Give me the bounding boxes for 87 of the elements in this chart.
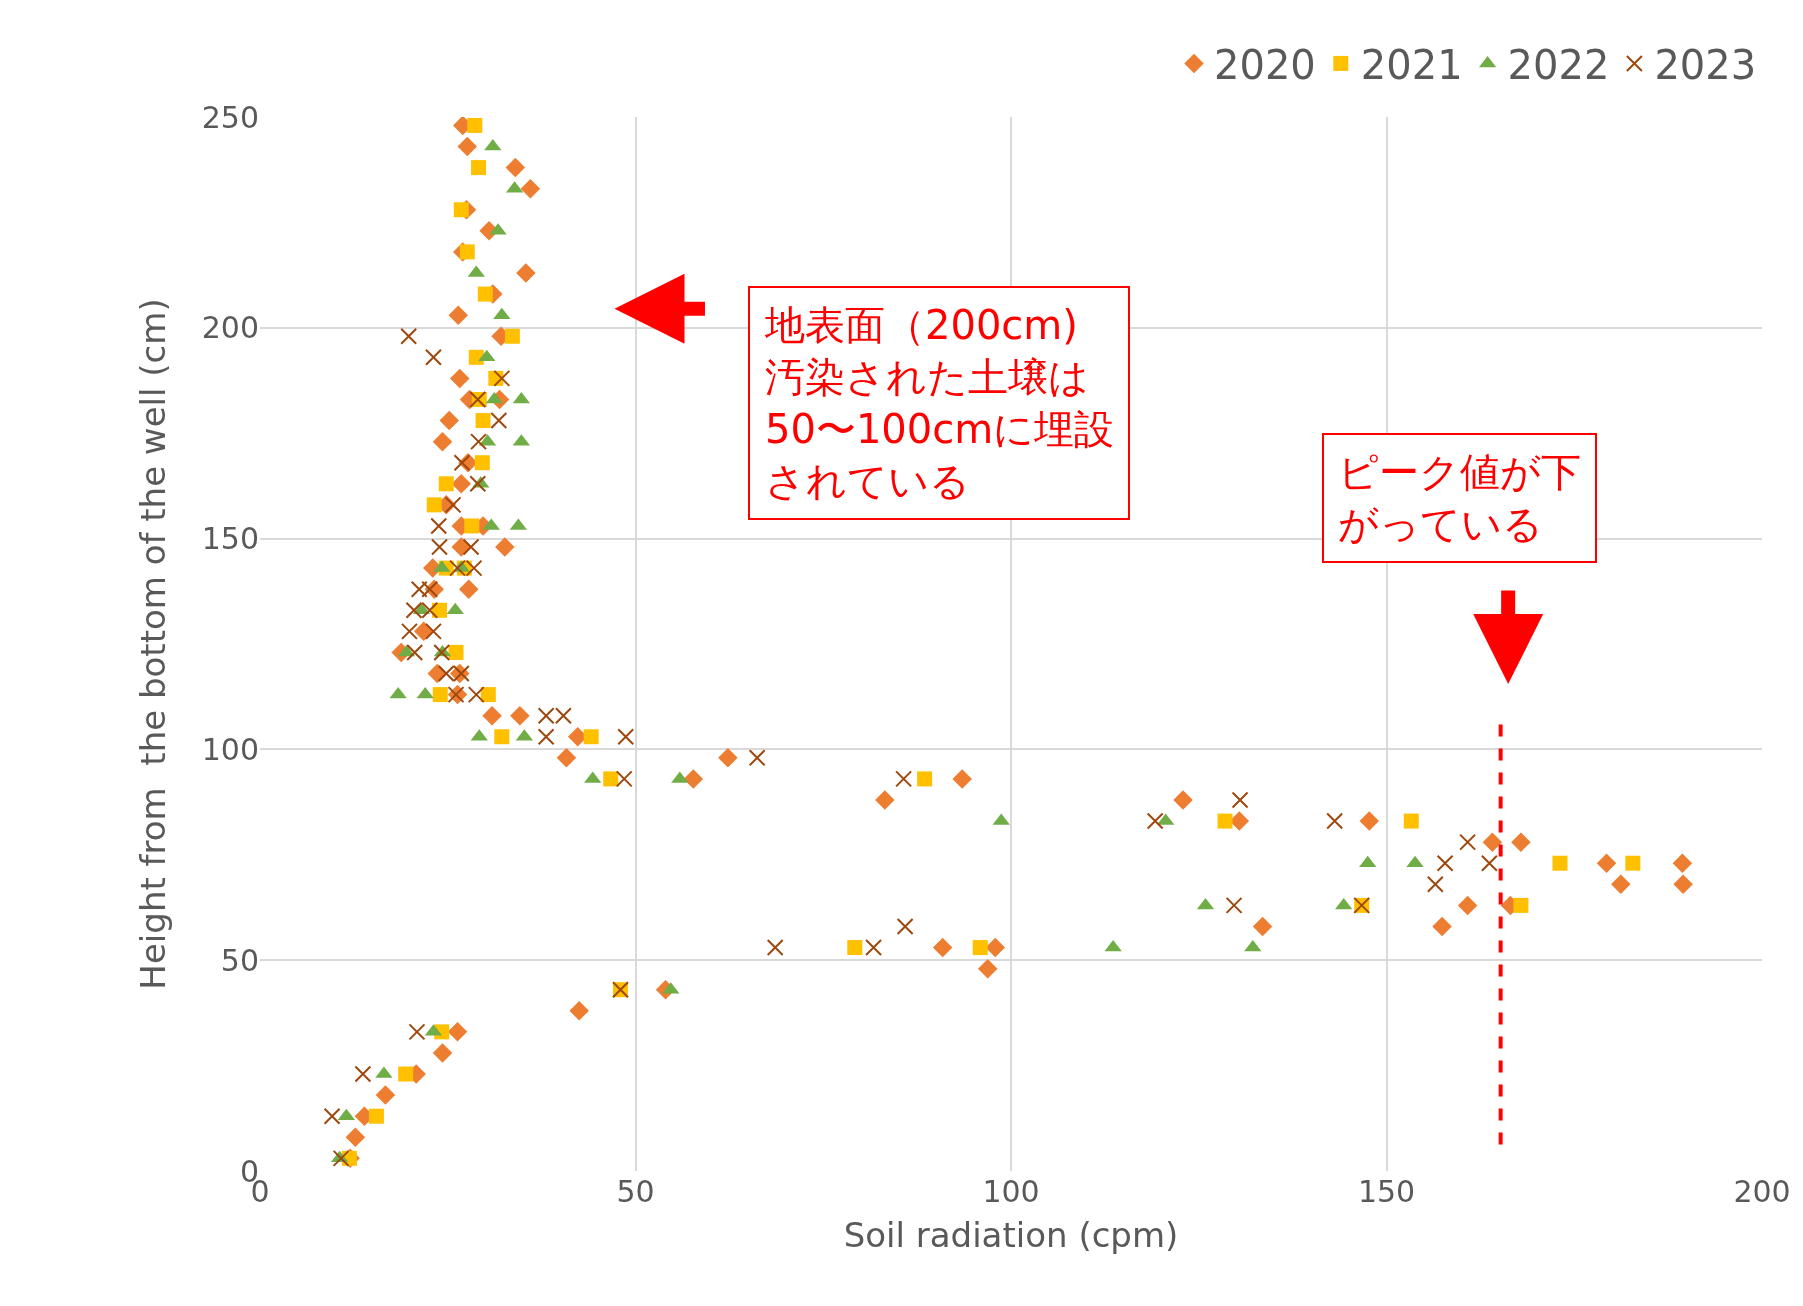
point [1625, 855, 1641, 871]
x-tick-label: 50 [616, 1174, 655, 1209]
point [468, 349, 484, 365]
point [766, 939, 784, 957]
point [424, 348, 442, 366]
point [895, 770, 913, 788]
point [583, 729, 599, 745]
point [426, 497, 442, 513]
x-axis-title: Soil radiation (cpm) [843, 1215, 1179, 1256]
point [467, 117, 483, 133]
y-axis-title: Height from the bottom of the well (cm) [133, 298, 174, 990]
point [603, 771, 619, 787]
point [448, 644, 464, 660]
point [480, 687, 496, 703]
point [847, 940, 863, 956]
point [537, 728, 555, 746]
point [617, 728, 635, 746]
point [493, 369, 511, 387]
point [400, 327, 418, 345]
point [485, 391, 503, 404]
point [475, 413, 491, 429]
point [446, 602, 464, 615]
legend-label: 2021 [1360, 42, 1463, 89]
point [972, 940, 988, 956]
y-tick-label: 100 [201, 731, 259, 767]
point [477, 286, 493, 302]
point [406, 643, 424, 661]
point [1480, 854, 1498, 872]
point [748, 749, 766, 767]
point [1225, 896, 1243, 914]
point [408, 1023, 426, 1041]
point [469, 475, 487, 493]
point [421, 580, 439, 598]
point [471, 160, 487, 176]
legend-label: 2022 [1507, 42, 1610, 89]
point [1335, 897, 1353, 910]
point [1403, 813, 1419, 829]
point [1436, 854, 1454, 872]
point [430, 517, 448, 535]
point [1146, 812, 1164, 830]
point [410, 580, 428, 598]
point [474, 455, 490, 471]
y-tick-label: 50 [220, 942, 259, 978]
point [332, 1149, 350, 1167]
point [1513, 897, 1529, 913]
point [896, 917, 914, 935]
x-tick-label: 100 [982, 1174, 1040, 1209]
point [433, 643, 451, 661]
x-tick-label: 150 [1357, 1174, 1416, 1209]
point [1459, 833, 1477, 851]
point [368, 1108, 384, 1124]
point [424, 622, 442, 640]
point [400, 622, 418, 640]
legend-label: 2020 [1214, 42, 1316, 89]
point [432, 687, 448, 703]
point [453, 454, 471, 472]
point [398, 1066, 414, 1082]
point [459, 244, 475, 260]
point [464, 518, 480, 534]
point [354, 1065, 372, 1083]
point [438, 476, 454, 492]
y-tick-label: 250 [201, 99, 259, 135]
point [323, 1107, 341, 1125]
point [1426, 875, 1444, 893]
point [917, 771, 933, 787]
point [1217, 813, 1233, 829]
point [1231, 791, 1249, 809]
point [444, 496, 462, 514]
point [494, 729, 510, 745]
x-tick-label: 200 [1733, 1174, 1791, 1209]
y-tick-label: 150 [201, 521, 259, 557]
point [462, 538, 480, 556]
point [504, 328, 520, 344]
point [467, 686, 485, 704]
point [490, 412, 508, 430]
point [430, 538, 448, 556]
point [478, 349, 496, 362]
legend-label: 2023 [1654, 42, 1757, 89]
point [1326, 812, 1344, 830]
y-tick-label: 200 [201, 310, 259, 346]
annotation: 地表面（200cm)汚染された土壌は50〜100cmに埋設されている [764, 302, 1115, 504]
point [615, 770, 633, 788]
point [470, 433, 488, 451]
annotation: ピーク値が下がっている [1338, 449, 1581, 547]
point [865, 939, 883, 957]
point [1552, 855, 1568, 871]
point [453, 202, 469, 218]
